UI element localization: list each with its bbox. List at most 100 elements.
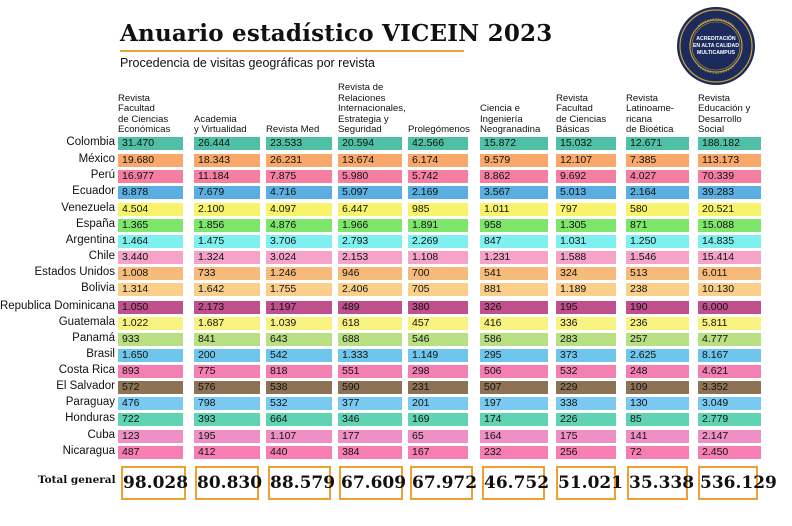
table-cell: 958 [480, 219, 548, 232]
table-cell: 2.406 [338, 283, 402, 296]
total-box: 67.609 [339, 466, 406, 500]
table-cell: 847 [480, 235, 548, 248]
table-cell: 2.100 [194, 203, 260, 216]
table-cell: 580 [626, 203, 689, 216]
table-cell: 688 [338, 333, 402, 346]
table-cell: 1.250 [626, 235, 689, 248]
table-cell: 457 [408, 317, 468, 330]
table-cell: 188.182 [698, 137, 761, 150]
country-label: Paraguay [65, 396, 115, 408]
country-label: Brasil [86, 348, 115, 360]
table-cell: 643 [266, 333, 332, 346]
country-label: México [78, 153, 115, 165]
table-cell: 175 [556, 430, 616, 443]
country-label: Nicaragua [62, 445, 115, 457]
table-cell: 871 [626, 219, 689, 232]
table-cell: 7.875 [266, 170, 332, 183]
table-cell: 541 [480, 267, 548, 280]
table-cell: 4.504 [118, 203, 183, 216]
table-cell: 1.039 [266, 317, 332, 330]
table-cell: 3.049 [698, 397, 761, 410]
table-cell: 236 [626, 317, 689, 330]
table-cell: 1.050 [118, 301, 183, 314]
country-label: Perú [90, 169, 115, 181]
country-label: El Salvador [56, 380, 115, 392]
table-cell: 798 [194, 397, 260, 410]
table-cell: 797 [556, 203, 616, 216]
table-cell: 201 [408, 397, 468, 410]
table-cell: 733 [194, 267, 260, 280]
country-label: Costa Rica [58, 364, 115, 376]
table-cell: 881 [480, 283, 548, 296]
table-cell: 15.414 [698, 251, 761, 264]
table-cell: 18.343 [194, 154, 260, 167]
table-cell: 586 [480, 333, 548, 346]
table-cell: 538 [266, 381, 332, 394]
table-cell: 2.147 [698, 430, 761, 443]
table-cell: 4.097 [266, 203, 332, 216]
table-cell: 226 [556, 413, 616, 426]
table-cell: 532 [266, 397, 332, 410]
table-cell: 169 [408, 413, 468, 426]
table-cell: 26.444 [194, 137, 260, 150]
table-cell: 618 [338, 317, 402, 330]
table-cell: 238 [626, 283, 689, 296]
table-cell: 380 [408, 301, 468, 314]
table-cell: 65 [408, 430, 468, 443]
table-cell: 487 [118, 446, 183, 459]
column-header-2: Academia y Virtualidad [194, 113, 247, 136]
table-cell: 15.088 [698, 219, 761, 232]
table-cell: 283 [556, 333, 616, 346]
table-cell: 700 [408, 267, 468, 280]
total-box: 35.338 [627, 466, 694, 500]
column-header-6: Ciencia e Ingeniería Neogranadina [480, 103, 541, 136]
column-header-5: Prolegómenos [408, 124, 470, 136]
total-box: 51.021 [556, 466, 623, 500]
table-cell: 164 [480, 430, 548, 443]
table-cell: 507 [480, 381, 548, 394]
table-cell: 1.687 [194, 317, 260, 330]
table-cell: 1.189 [556, 283, 616, 296]
total-box: 67.972 [410, 466, 477, 500]
country-label: Bolivia [81, 282, 115, 294]
table-cell: 590 [338, 381, 402, 394]
table-cell: 1.475 [194, 235, 260, 248]
table-cell: 532 [556, 365, 616, 378]
table-cell: 6.174 [408, 154, 468, 167]
total-box: 80.830 [195, 466, 262, 500]
table-cell: 12.671 [626, 137, 689, 150]
accreditation-seal-logo: ACREDITACIÓN EN ALTA CALIDAD MULTICAMPUS [677, 7, 755, 85]
table-cell: 141 [626, 430, 689, 443]
table-cell: 2.164 [626, 186, 689, 199]
table-cell: 195 [556, 301, 616, 314]
svg-text:EN ALTA CALIDAD: EN ALTA CALIDAD [693, 43, 739, 49]
table-cell: 2.269 [408, 235, 468, 248]
table-cell: 576 [194, 381, 260, 394]
table-cell: 324 [556, 267, 616, 280]
table-cell: 16.977 [118, 170, 183, 183]
total-box: 46.752 [482, 466, 549, 500]
table-cell: 2.153 [338, 251, 402, 264]
table-cell: 257 [626, 333, 689, 346]
table-cell: 1.011 [480, 203, 548, 216]
total-general-label: Total general [38, 474, 116, 486]
table-cell: 15.032 [556, 137, 616, 150]
table-cell: 26.231 [266, 154, 332, 167]
table-cell: 373 [556, 349, 616, 362]
table-cell: 489 [338, 301, 402, 314]
table-cell: 664 [266, 413, 332, 426]
svg-text:MULTICAMPUS: MULTICAMPUS [697, 50, 735, 56]
country-label: Cuba [87, 429, 116, 441]
table-cell: 2.450 [698, 446, 761, 459]
country-label: Estados Unidos [34, 266, 115, 278]
table-cell: 572 [118, 381, 183, 394]
table-cell: 9.579 [480, 154, 548, 167]
table-cell: 1.022 [118, 317, 183, 330]
column-header-8: Revista Latinoame- ricana de Bioética [626, 92, 674, 136]
table-cell: 6.447 [338, 203, 402, 216]
table-cell: 546 [408, 333, 468, 346]
table-cell: 542 [266, 349, 332, 362]
table-cell: 1.642 [194, 283, 260, 296]
table-cell: 1.246 [266, 267, 332, 280]
column-header-3: Revista Med [266, 124, 320, 136]
